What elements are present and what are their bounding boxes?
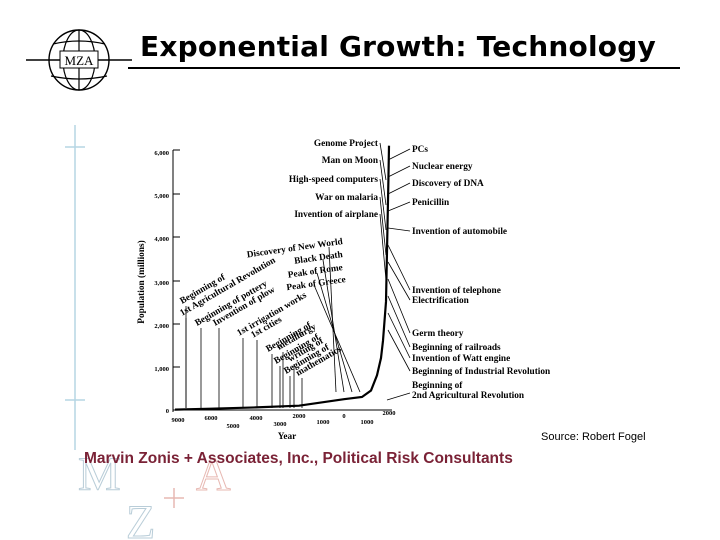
y-tick-label: 4,000 bbox=[154, 236, 169, 243]
x-tick-label-top: 4000 bbox=[250, 415, 263, 422]
annotation-label: War on malaria bbox=[315, 193, 378, 203]
annotation-arrow bbox=[379, 196, 387, 256]
y-tick-label: 5,000 bbox=[154, 193, 169, 200]
x-tick-label-bottom: 9000 bbox=[172, 417, 185, 424]
y-tick-label: 6,000 bbox=[154, 150, 169, 157]
logo-text: MZA bbox=[65, 53, 95, 68]
annotation-label: Penicillin bbox=[412, 198, 450, 208]
x-axis-label: Year bbox=[278, 432, 297, 442]
source-note: Source: Robert Fogel bbox=[541, 431, 646, 443]
x-tick-label-top: 0 bbox=[342, 413, 345, 420]
annotation-arrow bbox=[387, 261, 411, 301]
annotation-arrow bbox=[387, 329, 411, 372]
company-name: Marvin Zonis + Associates, Inc., Politic… bbox=[84, 450, 513, 467]
watermark-letter-m: M bbox=[78, 448, 121, 501]
annotation-arrow bbox=[387, 295, 411, 348]
title-divider bbox=[128, 67, 680, 69]
slide-title: Exponential Growth: Technology bbox=[140, 30, 656, 63]
annotation-label: Invention of telephone bbox=[412, 286, 501, 296]
x-tick-label-bottom: 1000 bbox=[361, 419, 374, 426]
y-tick-label: 1,000 bbox=[154, 366, 169, 373]
annotation-arrow bbox=[379, 142, 387, 181]
watermark-letter-a: A bbox=[196, 448, 231, 501]
annotation-arrow bbox=[379, 213, 387, 281]
annotation-arrows bbox=[185, 142, 411, 408]
annotation-label: 2nd Agricultural Revolution bbox=[412, 391, 525, 401]
y-tick-label: 0 bbox=[166, 408, 169, 415]
annotation-arrow bbox=[313, 284, 361, 393]
annotation-arrow bbox=[386, 392, 411, 401]
annotation-arrow bbox=[387, 244, 411, 291]
y-axis-label: Population (millions) bbox=[136, 240, 147, 323]
annotation-label: Invention of Watt engine bbox=[412, 354, 510, 364]
x-tick-label-bottom: 1000 bbox=[317, 419, 330, 426]
annotation-label: Genome Project bbox=[314, 139, 379, 149]
annotation-label: Invention of automobile bbox=[412, 227, 507, 237]
annotation-arrow bbox=[322, 259, 345, 393]
x-tick-label-top: 2000 bbox=[293, 413, 306, 420]
annotation-arrow bbox=[387, 278, 411, 334]
annotation-arrow bbox=[387, 182, 411, 195]
annotation-arrow bbox=[387, 201, 411, 212]
population-chart: 6,000 5,000 4,000 3,000 2,000 1,000 0 Po… bbox=[136, 139, 551, 442]
annotation-label: Germ theory bbox=[412, 329, 464, 339]
y-tick-label: 3,000 bbox=[154, 280, 169, 287]
annotation-label: High-speed computers bbox=[289, 175, 378, 185]
annotation-label: Invention of airplane bbox=[294, 210, 378, 220]
annotation-arrow bbox=[379, 178, 387, 231]
x-tick-label-top: 6000 bbox=[205, 415, 218, 422]
annotation-label: Man on Moon bbox=[322, 156, 379, 166]
decorative-rail bbox=[65, 125, 85, 450]
annotation-arrow bbox=[387, 312, 411, 359]
x-tick-label-bottom: 3000 bbox=[274, 421, 287, 428]
mza-globe-logo: MZA bbox=[26, 29, 132, 91]
x-tick-label-bottom: 5000 bbox=[227, 423, 240, 430]
annotation-arrow bbox=[387, 165, 411, 178]
x-tick-label-top: 2000 bbox=[383, 410, 396, 417]
annotation-arrow bbox=[379, 159, 387, 206]
annotation-arrow bbox=[387, 227, 411, 232]
annotation-label: Beginning of railroads bbox=[412, 343, 501, 353]
y-tick-label: 2,000 bbox=[154, 323, 169, 330]
mza-watermark-logo: M Z A bbox=[78, 448, 232, 540]
annotation-label: Nuclear energy bbox=[412, 162, 473, 172]
y-tick-labels: 6,000 5,000 4,000 3,000 2,000 1,000 0 bbox=[154, 150, 169, 415]
annotation-label: Discovery of DNA bbox=[412, 179, 484, 189]
watermark-letter-z: Z bbox=[126, 496, 155, 540]
annotation-label: Electrification bbox=[412, 296, 470, 306]
annotation-label: PCs bbox=[412, 145, 428, 155]
annotation-label: Beginning of bbox=[412, 381, 463, 391]
annotation-label: Beginning of Industrial Revolution bbox=[412, 367, 551, 377]
x-tick-labels: 6000 4000 2000 0 2000 9000 5000 3000 100… bbox=[172, 410, 396, 430]
annotation-arrow bbox=[387, 148, 411, 161]
population-series-line bbox=[174, 145, 391, 411]
